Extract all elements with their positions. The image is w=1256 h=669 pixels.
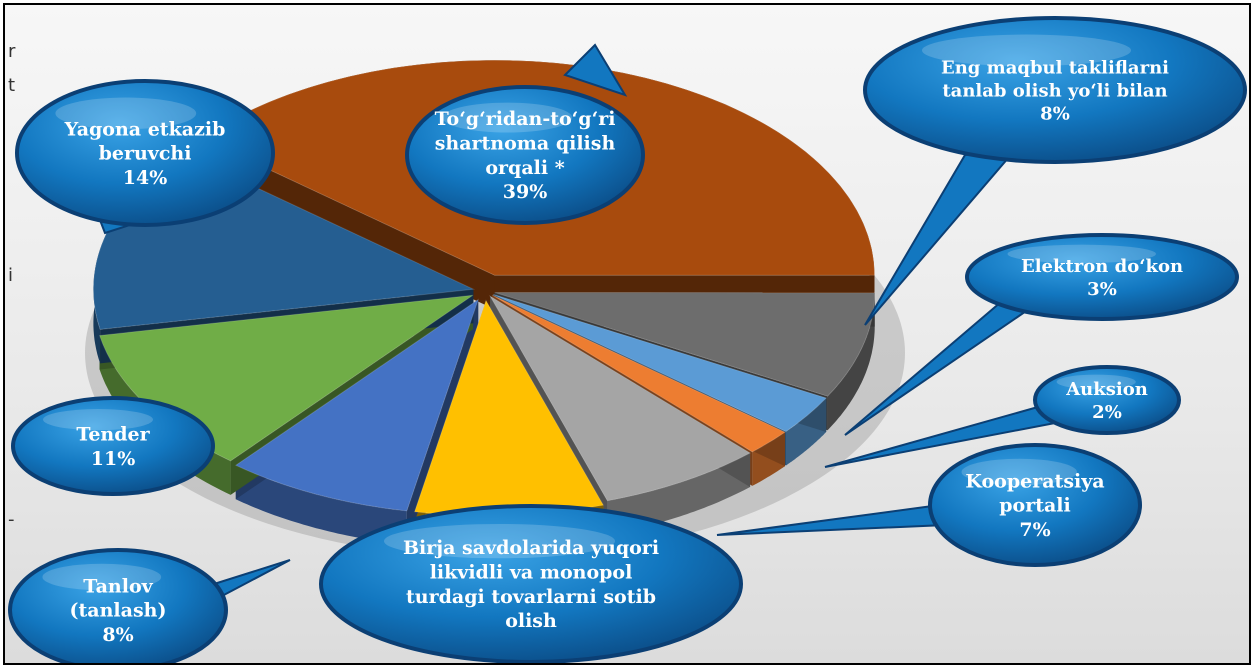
- callout-highlight: [43, 409, 153, 431]
- callout-bubble: [11, 396, 215, 496]
- callout-highlight: [1056, 374, 1136, 390]
- callout-pointer: [563, 43, 628, 97]
- slice-label-line: To‘g‘ridan-to‘g‘ri: [435, 108, 616, 130]
- callout-bubble: [965, 233, 1239, 321]
- pie-slice-side-eng-maqbul-takliflarni-tanlab-olish-yo-l: [827, 292, 875, 431]
- slice-percent-label: 8%: [1040, 103, 1070, 124]
- callout-highlight: [961, 458, 1077, 486]
- slice-percent-label: 8%: [102, 624, 133, 646]
- slice-label-line: likvidli va monopol: [430, 562, 633, 584]
- callout-tanlov-tanlash: Tanlov (tanlash)8%: [8, 548, 291, 663]
- pie-slice-side-kooperatsiya-portali: [607, 453, 751, 535]
- callout-bubble: [8, 548, 228, 663]
- slice-label-line: shartnoma qilish: [435, 133, 616, 155]
- edge-text-fragment: -: [8, 509, 15, 530]
- callout-highlight: [442, 102, 573, 133]
- slice-label-line: Yagona etkazib: [64, 118, 226, 140]
- slice-label-line: orqali *: [485, 157, 564, 179]
- pie-slice-kooperatsiya-portali: [488, 294, 752, 502]
- slice-percent-label: 2%: [1092, 402, 1122, 423]
- callout-bubble: [319, 504, 743, 663]
- callout-highlight: [55, 97, 197, 130]
- slice-label-line: Tender: [76, 424, 150, 446]
- callout-birja-savdolarida-yuqori-likvidli-va-mon: Birja savdolarida yuqori likvidli va mono…: [319, 504, 743, 663]
- slice-label-line: Tanlov: [83, 575, 153, 597]
- slice-percent-label: 39%: [503, 181, 548, 203]
- edge-text-fragment: i: [8, 265, 13, 286]
- slice-percent-label: 11%: [91, 448, 136, 470]
- callout-bubble: [1033, 365, 1181, 435]
- callout-highlight: [922, 34, 1131, 67]
- slice-label-line: tanlab olish yo‘li bilan: [942, 80, 1167, 101]
- slice-label-line: Elektron do‘kon: [1021, 256, 1183, 277]
- pie-slice-tanlov-tanlash: [234, 298, 480, 512]
- slice-label-line: portali: [999, 495, 1071, 517]
- pie-slice-elektron-do-kon: [493, 293, 828, 433]
- slice-label-line: Eng maqbul takliflarni: [941, 57, 1169, 78]
- callout-to-g-ridan-to-g-ri-shartnoma-qilish-orqa: To‘g‘ridan-to‘g‘ri shartnoma qilishorqali…: [405, 43, 645, 225]
- pie-slice-auksion: [492, 294, 787, 453]
- slice-label-line: Kooperatsiya: [965, 470, 1104, 492]
- chart-frame: To‘g‘ridan-to‘g‘ri shartnoma qilish orqali…: [3, 3, 1251, 665]
- slice-label-line: Birja savdolarida yuqori: [403, 537, 659, 559]
- callout-bubble: [405, 85, 645, 225]
- slice-label-line: olish: [505, 610, 557, 632]
- slice-percent-label: 3%: [1087, 279, 1117, 300]
- edge-text-fragment: t: [8, 75, 15, 96]
- callout-bubble: [863, 16, 1247, 164]
- callout-highlight: [384, 523, 615, 559]
- slice-label-line: Auksion: [1065, 379, 1148, 400]
- slice-label-line: turdagi tovarlarni sotib: [406, 586, 656, 608]
- callout-bubble: [928, 443, 1142, 567]
- pie-chart: To‘g‘ridan-to‘g‘ri shartnoma qilishorqali…: [8, 16, 1247, 663]
- slice-percent-label: 7%: [1019, 519, 1050, 541]
- pie-slice-side-tanlov-tanlash: [235, 465, 407, 545]
- edge-text-fragment: r: [8, 41, 16, 62]
- slice-label-line: (tanlash): [70, 600, 167, 622]
- slice-label-line: beruvchi: [99, 143, 192, 165]
- pie-slice-eng-maqbul-takliflarni-tanlab-olish-yo-l: [494, 291, 876, 397]
- callout-bubble: [15, 79, 275, 227]
- callout-highlight: [42, 563, 162, 591]
- callout-highlight: [1007, 244, 1156, 264]
- slice-percent-label: 14%: [123, 167, 168, 189]
